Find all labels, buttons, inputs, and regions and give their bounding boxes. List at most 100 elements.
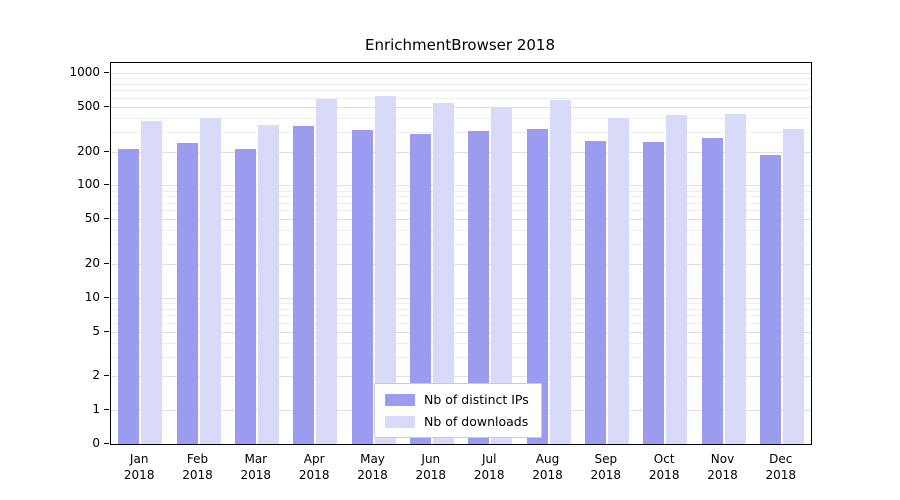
y-tick-label: 1 — [92, 402, 100, 417]
bar-downloads-apr — [316, 98, 338, 444]
x-tick-year: 2018 — [123, 468, 155, 483]
y-tick-mark — [104, 375, 109, 377]
bar-downloads-may — [374, 95, 396, 444]
x-tick-month: May — [360, 452, 385, 466]
y-tick-label: 100 — [77, 177, 100, 192]
x-tick-label: Feb 2018 — [182, 451, 213, 483]
plot-area: Nb of distinct IPs Nb of downloads — [110, 62, 812, 445]
y-tick-mark — [104, 184, 109, 186]
gridline — [111, 297, 811, 299]
bar-distinct-ips-aug — [526, 129, 548, 444]
x-tick-year: 2018 — [648, 468, 680, 483]
x-tick-year: 2018 — [357, 468, 388, 483]
x-tick-year: 2018 — [765, 468, 797, 483]
gridline — [111, 356, 811, 358]
legend-label-distinct-ips: Nb of distinct IPs — [424, 392, 529, 407]
bar-distinct-ips-nov — [701, 137, 723, 444]
x-tick-label: Dec 2018 — [766, 451, 797, 483]
y-tick-mark — [104, 218, 109, 220]
gridline — [111, 342, 811, 344]
bar-distinct-ips-may — [351, 130, 373, 444]
y-tick-mark — [104, 296, 109, 298]
bar-downloads-feb — [199, 117, 221, 444]
x-tick-month: Feb — [186, 452, 209, 466]
x-tick-year: 2018 — [182, 468, 213, 483]
x-tick-year: 2018 — [707, 468, 738, 483]
x-tick-month: Dec — [769, 452, 793, 466]
y-tick-mark — [104, 150, 109, 152]
bar-distinct-ips-apr — [293, 125, 315, 444]
y-tick-label: 20 — [84, 255, 100, 270]
x-tick-year: 2018 — [415, 468, 447, 483]
gridline — [111, 117, 811, 119]
bar-distinct-ips-oct — [643, 141, 665, 444]
x-tick-label: Jul 2018 — [474, 451, 505, 483]
x-tick-month: Jul — [481, 452, 497, 466]
y-tick-mark — [104, 443, 109, 444]
bar-distinct-ips-dec — [759, 155, 781, 444]
bar-distinct-ips-jan — [118, 149, 140, 444]
x-tick-month: Jun — [421, 452, 441, 466]
x-tick-month: Sep — [594, 452, 618, 466]
gridline — [111, 97, 811, 99]
bar-downloads-oct — [666, 114, 688, 444]
x-tick-month: Oct — [653, 452, 675, 466]
y-tick-label: 500 — [77, 98, 100, 113]
gridline — [111, 90, 811, 92]
legend-label-downloads: Nb of downloads — [424, 414, 529, 429]
bar-downloads-mar — [257, 124, 279, 444]
chart-title: EnrichmentBrowser 2018 — [364, 36, 556, 54]
x-tick-label: Jun 2018 — [416, 451, 447, 483]
x-tick-month: Nov — [710, 452, 735, 466]
bar-downloads-aug — [549, 100, 571, 444]
x-tick-year: 2018 — [240, 468, 272, 483]
x-tick-label: Sep 2018 — [591, 451, 622, 483]
bar-downloads-dec — [782, 128, 804, 444]
x-tick-month: Jan — [129, 452, 149, 466]
gridline — [111, 315, 811, 317]
y-tick-label: 50 — [84, 211, 100, 226]
gridline — [111, 151, 811, 153]
gridline — [111, 263, 811, 265]
y-tick-mark — [104, 72, 109, 73]
legend-item-downloads: Nb of downloads — [385, 414, 529, 429]
x-tick-label: Oct 2018 — [649, 451, 680, 483]
y-tick-mark — [104, 330, 109, 332]
x-tick-label: May 2018 — [357, 451, 388, 483]
x-tick-label: Apr 2018 — [299, 451, 330, 483]
y-tick-mark — [104, 262, 109, 264]
y-tick-label: 0 — [92, 436, 100, 450]
bar-distinct-ips-feb — [176, 142, 198, 444]
gridline — [111, 73, 811, 74]
bar-distinct-ips-mar — [234, 149, 256, 444]
y-tick-mark — [104, 409, 109, 411]
x-tick-label: Nov 2018 — [707, 451, 738, 483]
bar-distinct-ips-sep — [584, 140, 606, 444]
x-tick-year: 2018 — [532, 468, 563, 483]
y-tick-label: 10 — [84, 289, 100, 304]
bar-downloads-nov — [724, 114, 746, 444]
gridline — [111, 210, 811, 212]
legend-swatch-downloads — [385, 415, 415, 428]
bar-distinct-ips-jun — [409, 134, 431, 444]
bar-downloads-jul — [491, 107, 513, 444]
gridline — [111, 190, 811, 192]
y-tick-label: 2 — [92, 368, 100, 383]
gridline — [111, 196, 811, 198]
gridline — [111, 331, 811, 333]
gridline — [111, 230, 811, 232]
x-tick-label: Mar 2018 — [241, 451, 272, 483]
y-tick-label: 1000 — [69, 65, 100, 79]
x-tick-month: Aug — [535, 452, 560, 466]
bar-downloads-sep — [607, 117, 629, 444]
x-tick-month: Mar — [244, 452, 268, 466]
x-tick-year: 2018 — [298, 468, 330, 483]
legend-item-distinct-ips: Nb of distinct IPs — [385, 392, 529, 407]
y-tick-mark — [104, 105, 109, 107]
bar-downloads-jun — [432, 103, 454, 444]
gridline — [111, 244, 811, 246]
gridline — [111, 322, 811, 324]
gridline — [111, 219, 811, 221]
gridline — [111, 308, 811, 310]
gridline — [111, 83, 811, 85]
